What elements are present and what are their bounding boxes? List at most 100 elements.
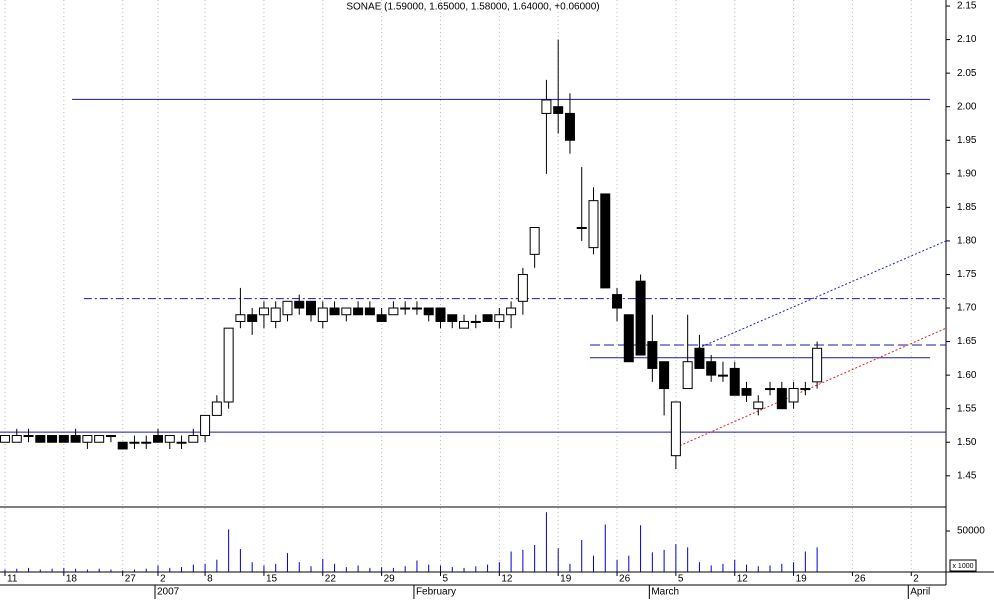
candle-body bbox=[788, 388, 799, 403]
candle-body bbox=[470, 320, 481, 323]
candle-body bbox=[576, 226, 587, 229]
candle-body bbox=[564, 112, 575, 141]
candle-body bbox=[400, 307, 411, 310]
x-tick-label: 29 bbox=[384, 574, 396, 585]
candle-body bbox=[105, 435, 116, 438]
month-label: February bbox=[416, 587, 456, 598]
candle-body bbox=[482, 314, 493, 322]
x-tick-label: 19 bbox=[796, 574, 808, 585]
candle-body bbox=[517, 273, 528, 302]
x-tick-label: 27 bbox=[125, 574, 137, 585]
candle-body bbox=[741, 388, 752, 396]
unit-box bbox=[949, 559, 977, 572]
candle-body bbox=[647, 341, 658, 369]
x-tick-label: 26 bbox=[854, 574, 866, 585]
candle-body bbox=[447, 314, 458, 322]
candle-body bbox=[70, 435, 81, 443]
candle-body bbox=[682, 361, 693, 390]
x-tick-label: 2 bbox=[913, 574, 919, 585]
candle-body bbox=[423, 307, 434, 316]
candle-body bbox=[670, 401, 681, 457]
candle-body bbox=[94, 435, 105, 443]
month-label: April bbox=[910, 587, 930, 598]
candle-body bbox=[706, 361, 717, 376]
candle-body bbox=[506, 307, 517, 316]
y-tick-label: 1.90 bbox=[957, 168, 977, 179]
candle-body bbox=[729, 367, 740, 396]
candle-body bbox=[635, 280, 646, 356]
annotation-line bbox=[694, 240, 947, 351]
candle-body bbox=[247, 314, 258, 322]
y-tick-label: 2.10 bbox=[957, 34, 977, 45]
candle-body bbox=[141, 441, 152, 444]
candle-body bbox=[694, 347, 705, 369]
y-tick-label: 1.70 bbox=[957, 303, 977, 314]
candle-body bbox=[353, 307, 364, 316]
candle-body bbox=[541, 99, 552, 114]
month-label: March bbox=[651, 587, 679, 598]
x-tick-label: 22 bbox=[325, 574, 337, 585]
y-tick-label: 2.15 bbox=[957, 1, 977, 12]
candle-body bbox=[211, 401, 222, 416]
x-tick-label: 2 bbox=[160, 574, 166, 585]
candle-body bbox=[35, 435, 46, 443]
y-tick-label: 1.85 bbox=[957, 202, 977, 213]
x-tick-label: 11 bbox=[7, 574, 18, 585]
candle-body bbox=[235, 314, 246, 322]
candle-body bbox=[800, 388, 811, 391]
candle-body bbox=[765, 388, 776, 391]
candle-body bbox=[188, 435, 199, 443]
candle-body bbox=[258, 307, 269, 316]
candle-body bbox=[494, 314, 505, 322]
x-tick-label: 8 bbox=[207, 574, 213, 585]
chart-title: SONAE (1.59000, 1.65000, 1.58000, 1.6400… bbox=[346, 2, 599, 13]
candle-body bbox=[47, 435, 58, 443]
x-tick-label: 12 bbox=[737, 574, 749, 585]
candle-body bbox=[411, 307, 422, 310]
x-tick-label: 5 bbox=[678, 574, 684, 585]
candle-body bbox=[812, 347, 823, 383]
y-tick-label: 1.75 bbox=[957, 269, 977, 280]
candle-body bbox=[459, 320, 470, 329]
candle-body bbox=[600, 193, 611, 289]
candle-body bbox=[294, 300, 305, 309]
candle-body bbox=[23, 435, 34, 438]
x-tick-label: 18 bbox=[66, 574, 78, 585]
y-tick-label: 1.95 bbox=[957, 135, 977, 146]
candle-body bbox=[612, 294, 623, 309]
x-tick-label: 5 bbox=[442, 574, 448, 585]
candle-body bbox=[176, 441, 187, 444]
candle-body bbox=[364, 307, 375, 316]
candle-body bbox=[376, 314, 387, 322]
candle-body bbox=[82, 435, 93, 443]
x-tick-label: 19 bbox=[560, 574, 572, 585]
x-tick-label: 12 bbox=[501, 574, 513, 585]
candle-body bbox=[270, 307, 281, 322]
volume-unit: x 1000 bbox=[952, 563, 973, 570]
candle-body bbox=[553, 106, 564, 114]
y-tick-label: 1.50 bbox=[957, 437, 977, 448]
candle-body bbox=[306, 300, 317, 316]
candle-body bbox=[435, 307, 446, 322]
y-tick-label: 1.55 bbox=[957, 403, 977, 414]
candle-body bbox=[117, 441, 128, 450]
candle-body bbox=[753, 401, 764, 410]
y-tick-label: 1.45 bbox=[957, 470, 977, 481]
candle-body bbox=[58, 435, 69, 443]
month-label: 2007 bbox=[157, 587, 180, 598]
y-tick-label: 2.05 bbox=[957, 68, 977, 79]
y-tick-label: 1.65 bbox=[957, 336, 977, 347]
x-tick-label: 26 bbox=[619, 574, 631, 585]
candle-body bbox=[0, 435, 11, 443]
candle-body bbox=[776, 388, 787, 410]
volume-tick-label: 50000 bbox=[957, 526, 985, 537]
y-tick-label: 1.60 bbox=[957, 370, 977, 381]
y-tick-label: 1.80 bbox=[957, 236, 977, 247]
candle-body bbox=[223, 327, 234, 403]
candle-body bbox=[659, 361, 670, 390]
candle-body bbox=[388, 307, 399, 316]
candle-body bbox=[164, 435, 175, 443]
candle-body bbox=[588, 200, 599, 249]
candle-body bbox=[717, 374, 728, 377]
